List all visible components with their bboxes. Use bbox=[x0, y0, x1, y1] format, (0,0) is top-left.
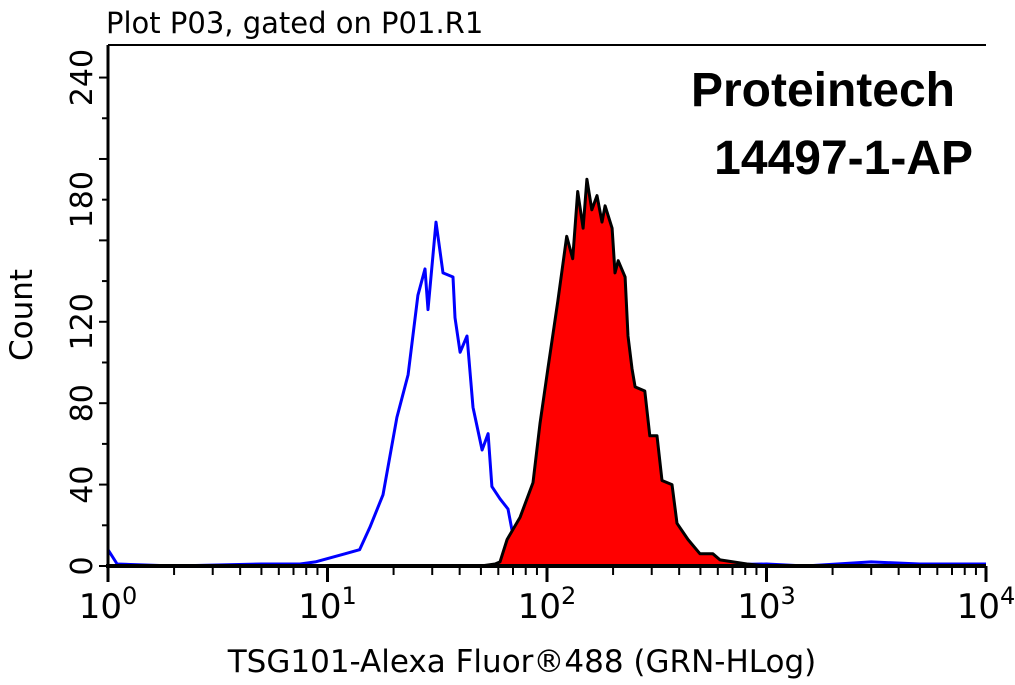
x-tick-label: 103 bbox=[737, 582, 796, 627]
y-tick-label: 240 bbox=[65, 49, 100, 106]
y-axis-label: Count bbox=[4, 269, 40, 361]
y-tick-label: 120 bbox=[65, 293, 100, 350]
y-tick-label: 180 bbox=[65, 171, 100, 228]
x-tick-label: 104 bbox=[957, 582, 1015, 627]
y-tick-label: 80 bbox=[65, 384, 100, 422]
series-layer bbox=[106, 177, 986, 568]
watermark-brand: Proteintech bbox=[691, 64, 955, 117]
watermark-catalog: 14497-1-AP bbox=[714, 132, 973, 185]
chart-title: Plot P03, gated on P01.R1 bbox=[106, 6, 483, 40]
x-tick-label: 101 bbox=[298, 582, 357, 627]
axes: 0 40 80 120 180 240 100 101 102 103 104 bbox=[65, 44, 1015, 627]
x-tick-label: 100 bbox=[79, 582, 138, 627]
series-sample-fill bbox=[480, 179, 767, 567]
x-tick-label: 102 bbox=[518, 582, 577, 627]
y-tick-label: 40 bbox=[65, 466, 100, 504]
y-tick-label: 0 bbox=[65, 556, 100, 575]
x-axis-label: TSG101-Alexa Fluor®488 (GRN-HLog) bbox=[227, 644, 817, 680]
series-sample-line bbox=[480, 177, 767, 568]
